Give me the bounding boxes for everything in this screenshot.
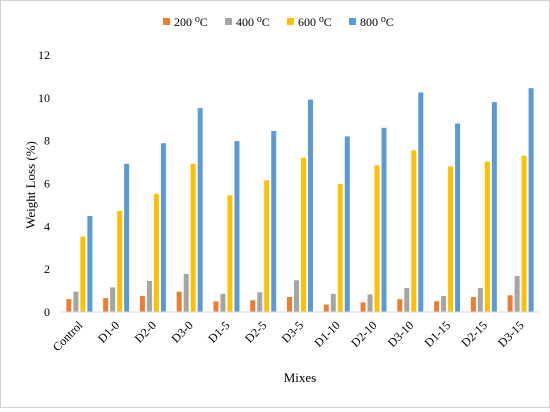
y-tick-label: 10 (38, 91, 50, 105)
x-axis-label: Mixes (284, 370, 317, 385)
bar (139, 295, 145, 312)
bar (110, 287, 116, 312)
bar (514, 276, 520, 312)
bar (227, 195, 233, 312)
bar (323, 304, 329, 312)
bar (197, 108, 203, 312)
bar (418, 92, 424, 312)
bar (301, 157, 306, 312)
x-tick-label: Control (50, 318, 86, 354)
bar (124, 163, 130, 312)
bar (146, 280, 152, 312)
legend-swatch (163, 18, 170, 25)
bar (411, 150, 417, 312)
legend-label: 200 ⁰C (174, 15, 208, 29)
bar (80, 236, 86, 312)
x-tick-label: D1-0 (95, 318, 122, 345)
bar (271, 131, 277, 312)
x-tick-label: D3-5 (279, 318, 306, 345)
bar (367, 294, 373, 312)
bar (360, 302, 366, 312)
bar (484, 161, 490, 312)
x-tick-label: D2-5 (242, 318, 269, 345)
bar (337, 183, 343, 312)
bar (103, 298, 109, 312)
x-axis: Control D1-0 D2-0 D3-0 D1-5 D2-5 D3-5 D1-10 D2-1… (50, 311, 539, 354)
bar (374, 165, 380, 312)
bar (448, 166, 454, 312)
x-tick-label: D1-15 (422, 318, 454, 350)
bar (491, 102, 497, 313)
bar (477, 288, 483, 312)
x-tick-label: D2-10 (348, 318, 380, 350)
bar (190, 163, 196, 312)
bar (455, 123, 461, 312)
x-tick-label: D1-10 (311, 318, 343, 350)
y-tick-label: 6 (44, 177, 50, 191)
y-tick-label: 12 (38, 48, 50, 62)
bar (344, 136, 350, 312)
bar (470, 297, 476, 312)
bar (87, 216, 93, 312)
bar (521, 155, 527, 312)
bar (507, 295, 513, 312)
y-axis-label: Weight Loss (%) (23, 141, 38, 229)
x-tick-label: D3-15 (495, 318, 527, 350)
bar (257, 292, 263, 312)
bar (153, 193, 159, 312)
bar (294, 280, 299, 312)
y-tick-label: 2 (44, 262, 50, 276)
bar (117, 210, 123, 312)
y-tick-label: 4 (44, 219, 50, 233)
legend: 200 ⁰C 400 ⁰C 600 ⁰C 800 ⁰C (163, 15, 394, 29)
bar (66, 299, 72, 312)
bar (213, 301, 219, 312)
bar (308, 99, 313, 312)
y-tick-label: 0 (44, 305, 50, 319)
bar (176, 291, 182, 312)
x-tick-label: D2-15 (458, 318, 490, 350)
bar (264, 180, 270, 312)
bar (287, 297, 292, 312)
legend-swatch (225, 18, 232, 25)
bar (183, 273, 189, 312)
x-tick-label: D3-10 (385, 318, 417, 350)
bar (250, 300, 256, 312)
bar (220, 293, 226, 312)
y-tick-label: 8 (44, 134, 50, 148)
bar (330, 293, 336, 312)
bar (73, 291, 79, 312)
bar (441, 295, 447, 312)
legend-swatch (287, 18, 294, 25)
bar (381, 127, 387, 312)
bars (66, 88, 534, 313)
x-tick-label: D3-0 (168, 318, 195, 345)
bar (397, 299, 403, 312)
legend-swatch (349, 18, 356, 25)
legend-label: 600 ⁰C (298, 15, 332, 29)
bar (234, 141, 240, 312)
bar (528, 88, 534, 312)
y-axis: 0 2 4 6 8 10 12 (38, 48, 50, 319)
x-tick-label: D1-5 (205, 318, 232, 345)
bar (404, 288, 410, 312)
bar (160, 143, 166, 312)
bar (434, 301, 440, 312)
legend-label: 400 ⁰C (236, 15, 270, 29)
legend-label: 800 ⁰C (360, 15, 394, 29)
x-tick-label: D2-0 (132, 318, 159, 345)
